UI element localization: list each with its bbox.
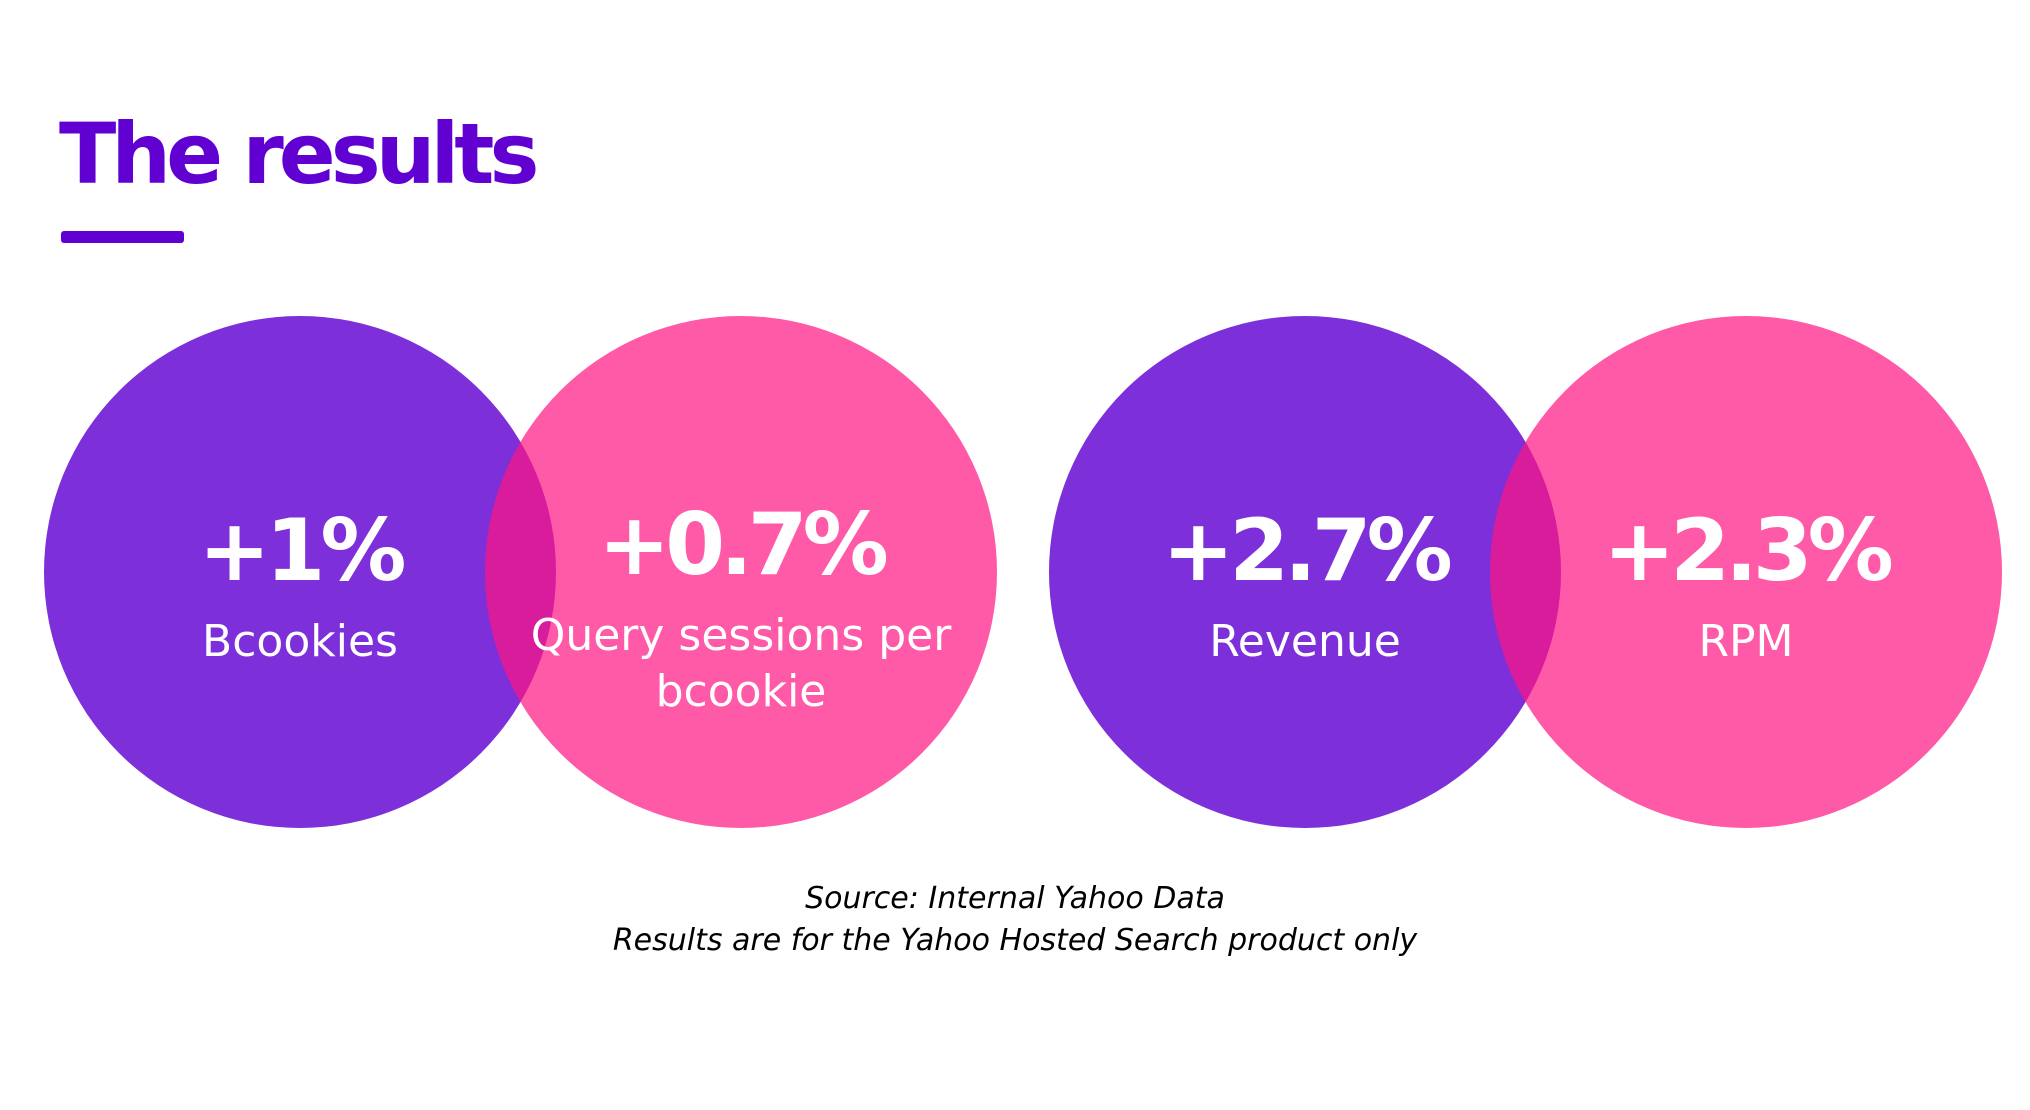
query-sessions-circle [485, 316, 997, 828]
stat-revenue: +2.7% Revenue [1065, 508, 1545, 670]
bcookies-circle [44, 316, 556, 828]
stat-query-sessions: +0.7% Query sessions per bcookie [501, 502, 981, 720]
stat-value: +2.7% [1162, 501, 1453, 601]
stat-label: Bcookies [202, 616, 398, 667]
stat-rpm: +2.3% RPM [1506, 508, 1986, 670]
page-title: The results [59, 105, 539, 203]
revenue-circle [1049, 316, 1561, 828]
title-underline [61, 231, 184, 243]
stat-value: +2.3% [1603, 501, 1894, 601]
stat-label: Revenue [1209, 616, 1401, 667]
stat-value: +0.7% [598, 495, 889, 595]
disclaimer-line: Results are for the Yahoo Hosted Search … [612, 923, 1418, 958]
stat-label: RPM [1698, 616, 1794, 667]
source-line: Source: Internal Yahoo Data [805, 881, 1225, 916]
stat-bcookies: +1% Bcookies [60, 508, 540, 670]
stat-value: +1% [198, 501, 406, 601]
stat-label-line2: bcookie [655, 666, 827, 717]
source-note: Source: Internal Yahoo Data Results are … [0, 878, 2030, 962]
rpm-circle [1490, 316, 2002, 828]
stat-label-line1: Query sessions per [530, 610, 952, 661]
